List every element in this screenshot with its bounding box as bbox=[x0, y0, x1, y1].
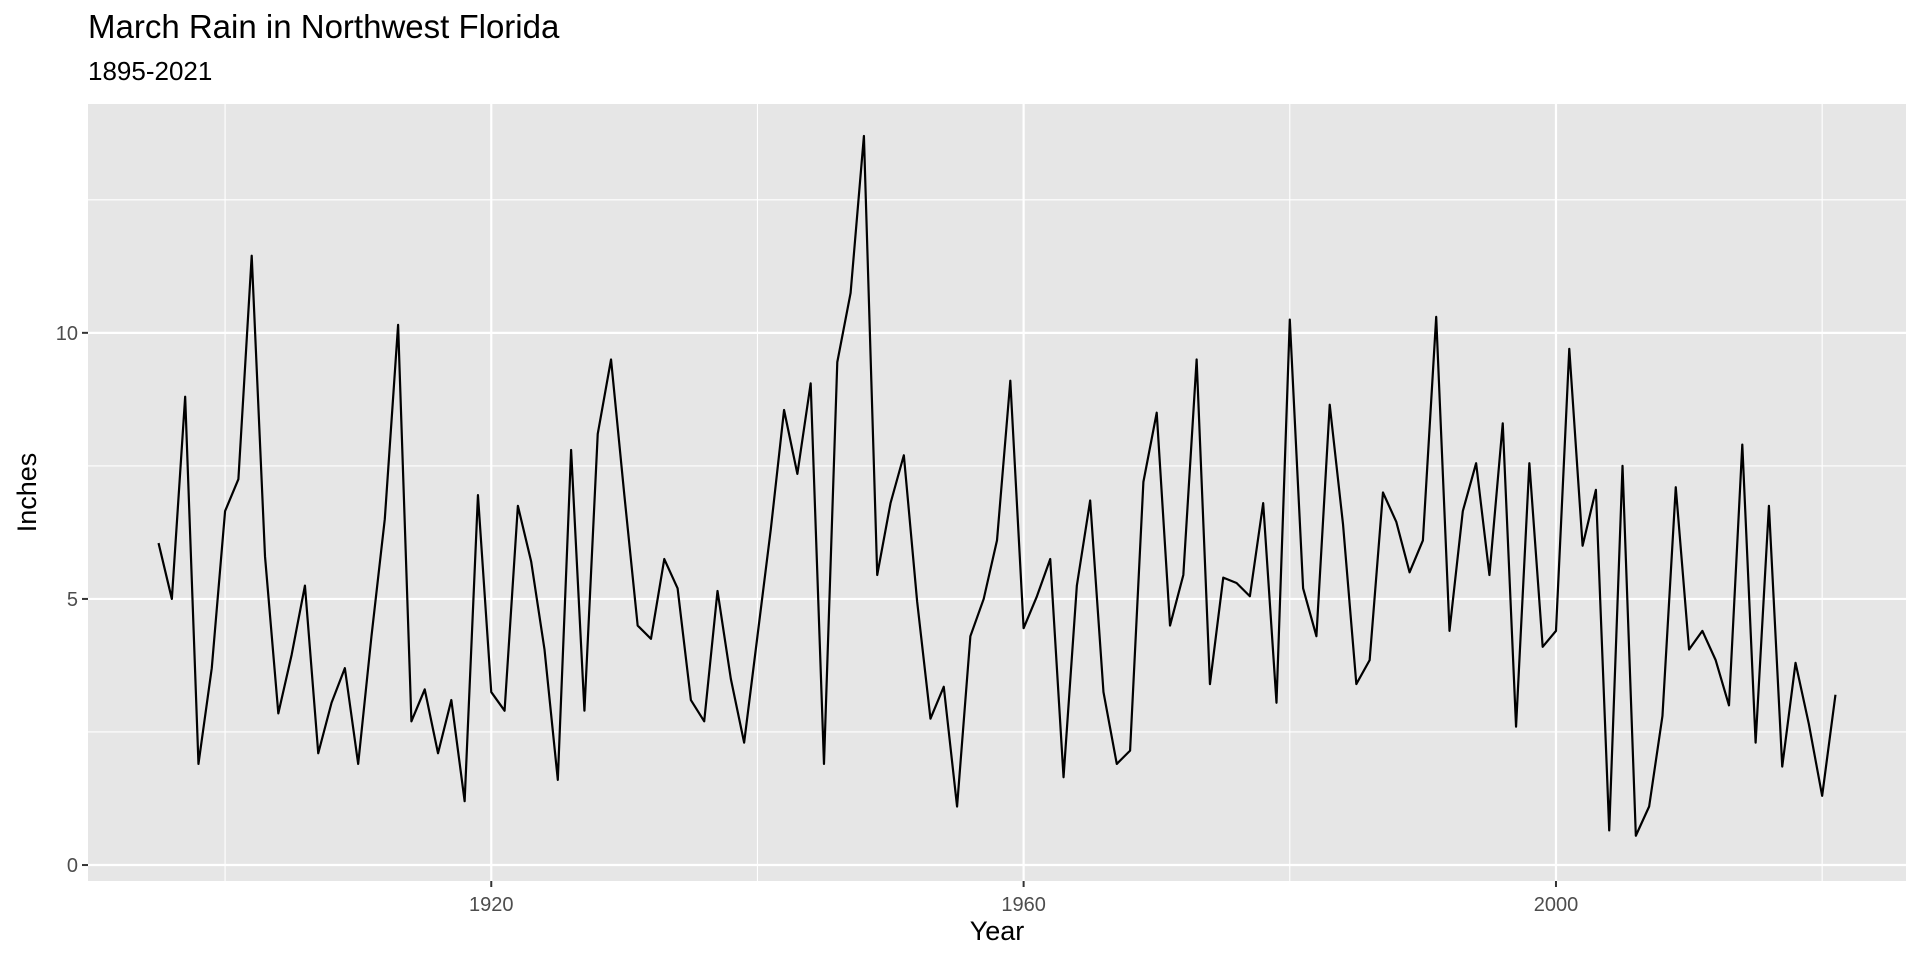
y-axis-title: Inches bbox=[12, 453, 42, 533]
panel-background bbox=[88, 104, 1906, 881]
series-line bbox=[157, 134, 1837, 837]
chart-subtitle: 1895-2021 bbox=[88, 56, 213, 86]
x-tick-label: 2000 bbox=[1534, 894, 1579, 916]
x-tick-label: 1920 bbox=[469, 894, 514, 916]
y-tick-label: 0 bbox=[67, 855, 78, 877]
x-tick-label: 1960 bbox=[1001, 894, 1046, 916]
chart-title: March Rain in Northwest Florida bbox=[88, 8, 560, 45]
y-tick-label: 5 bbox=[67, 589, 78, 611]
y-tick-label: 10 bbox=[56, 323, 78, 345]
x-axis-title: Year bbox=[970, 916, 1025, 946]
